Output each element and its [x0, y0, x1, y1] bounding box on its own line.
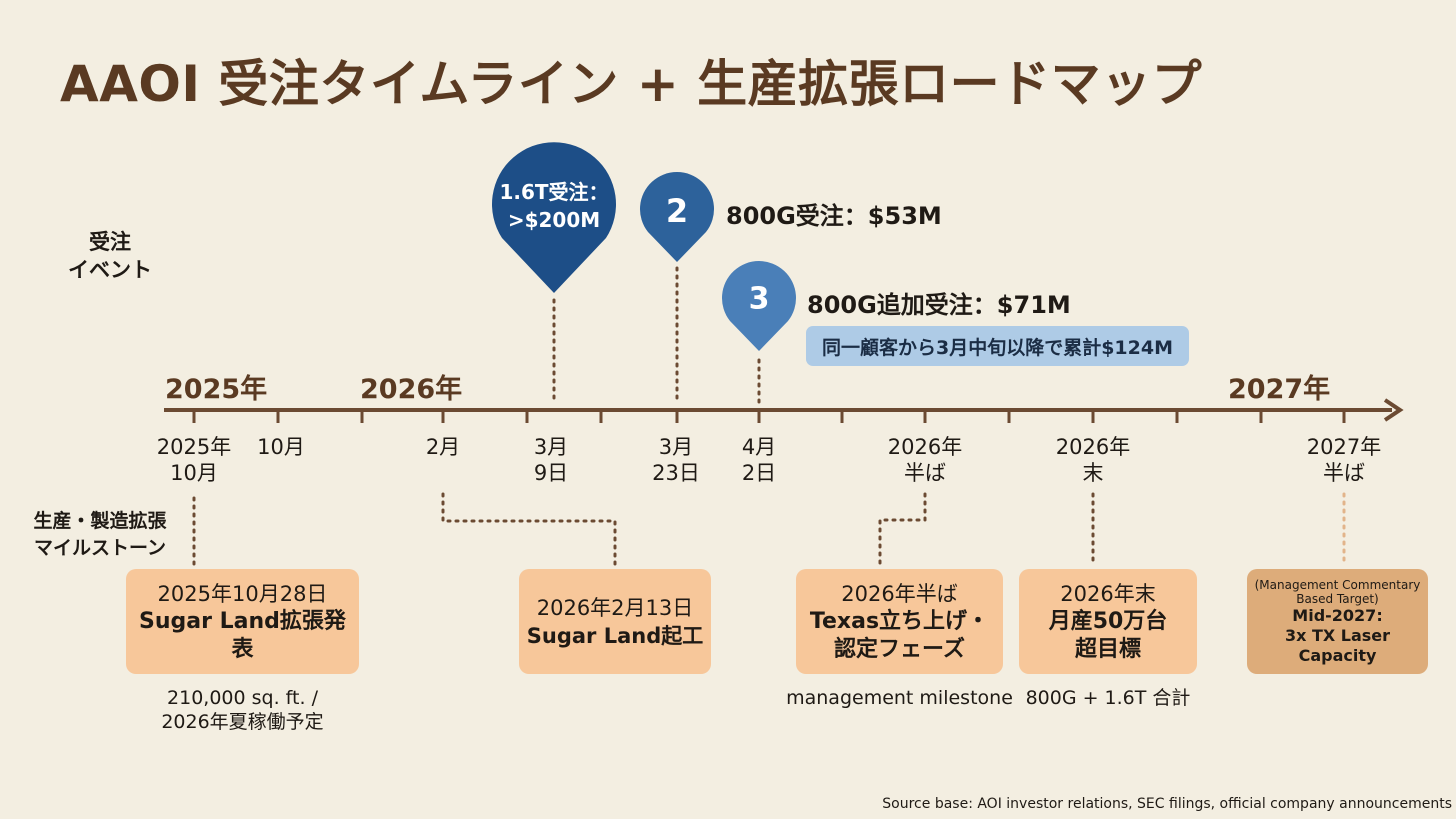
- milestone-caption: 210,000 sq. ft. / 2026年夏稼働予定: [161, 687, 324, 733]
- source-note: Source base: AOI investor relations, SEC…: [882, 796, 1452, 812]
- timeline-arrowhead: [1383, 398, 1404, 422]
- tick-label: 2025年 10月: [156, 435, 232, 485]
- year-label-2027: 2027年: [1228, 374, 1331, 405]
- pin-marker-1: [492, 142, 616, 293]
- milestone-caption: management milestone: [786, 687, 1013, 709]
- year-label-2025: 2025年: [165, 374, 268, 405]
- milestone-box: 2025年10月28日 Sugar Land拡張発表: [126, 569, 359, 674]
- milestone-connector: [441, 492, 617, 568]
- milestone-box-target: (Management Commentary Based Target) Mid…: [1247, 569, 1428, 674]
- event-3-text: 800G追加受注：$71M: [807, 291, 1071, 319]
- tick-label: 2026年 半ば: [887, 435, 963, 485]
- pin-3-number: 3: [748, 281, 770, 317]
- tick-label: 3月 23日: [652, 435, 700, 485]
- pin-marker-3: [722, 261, 797, 351]
- production-milestones-label: 生産・製造拡張 マイルストーン: [33, 510, 167, 559]
- milestone-box: 2026年半ば Texas立ち上げ・ 認定フェーズ: [796, 569, 1003, 674]
- event-3-note: 同一顧客から3月中旬以降で累計$124M: [806, 326, 1189, 366]
- pin-2-number: 2: [665, 192, 689, 230]
- pin-marker-2: [640, 172, 714, 262]
- page-title: AAOI 受注タイムライン + 生産拡張ロードマップ: [60, 55, 1203, 113]
- tick-label: 4月 2日: [741, 435, 777, 485]
- axis-ticks: [192, 410, 1346, 423]
- tick-label: 10月: [257, 435, 305, 459]
- order-events-label: 受注 イベント: [68, 230, 152, 282]
- tick-label: 3月 9日: [533, 435, 569, 485]
- year-label-2026: 2026年: [360, 374, 463, 405]
- milestone-connector: [878, 492, 927, 568]
- event-2-text: 800G受注：$53M: [726, 202, 942, 230]
- tick-label: 2027年 半ば: [1306, 435, 1382, 485]
- milestone-caption: 800G + 1.6T 合計: [1025, 687, 1191, 709]
- milestone-box: 2026年2月13日 Sugar Land起工: [519, 569, 711, 674]
- tick-label: 2026年末: [1055, 435, 1131, 485]
- tick-label: 2月: [425, 435, 461, 459]
- milestone-box: 2026年末 月産50万台 超目標: [1019, 569, 1197, 674]
- pin-1-text: 1.6T受注： >$200M: [499, 180, 609, 232]
